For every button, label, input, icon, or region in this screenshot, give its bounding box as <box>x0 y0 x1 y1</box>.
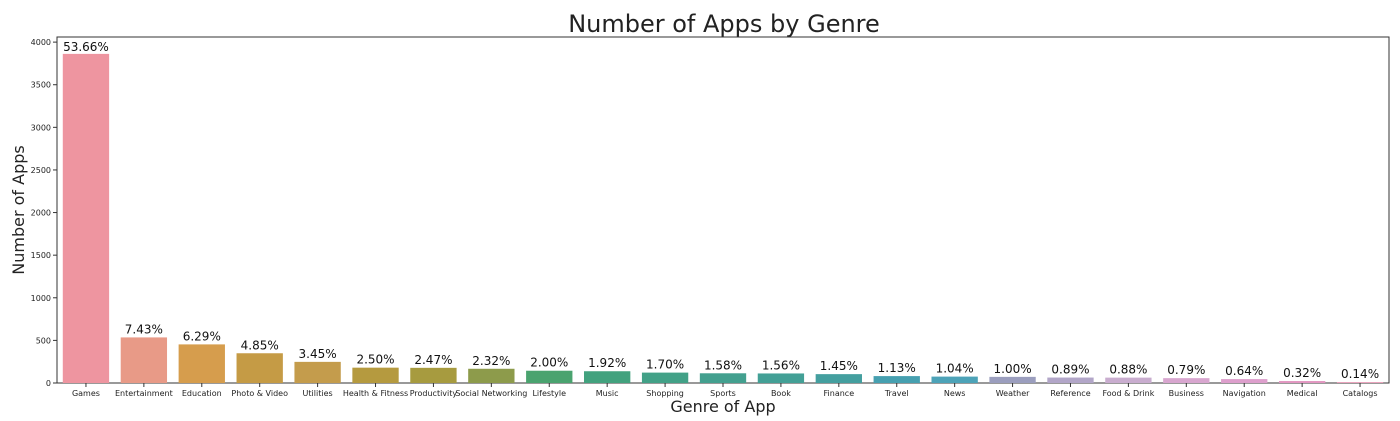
chart-title: Number of Apps by Genre <box>568 10 880 38</box>
x-tick-label: Photo & Video <box>231 389 288 398</box>
x-tick-label: Business <box>1169 389 1204 398</box>
data-label: 0.64% <box>1225 364 1263 378</box>
x-tick-label: Navigation <box>1223 389 1266 398</box>
bar <box>1163 378 1210 383</box>
bar <box>236 353 283 383</box>
data-label: 0.89% <box>1051 363 1089 377</box>
bar <box>294 361 341 383</box>
data-label: 1.58% <box>704 358 742 372</box>
data-label: 1.70% <box>646 358 684 372</box>
x-tick-label: Entertainment <box>115 389 173 398</box>
bar <box>1278 381 1326 383</box>
x-tick-label: Medical <box>1287 389 1318 398</box>
data-label: 1.13% <box>878 361 916 375</box>
bar <box>757 373 805 383</box>
bar <box>931 376 978 383</box>
data-label: 6.29% <box>183 329 221 343</box>
bar <box>699 373 747 383</box>
y-tick-label: 2500 <box>31 166 51 175</box>
x-tick-label: Utilities <box>303 389 333 398</box>
bar <box>178 344 225 383</box>
x-tick-label: Education <box>182 389 222 398</box>
x-axis-label: Genre of App <box>670 397 775 416</box>
data-label: 0.79% <box>1167 363 1205 377</box>
data-label: 7.43% <box>125 322 163 336</box>
y-tick-label: 0 <box>46 379 51 388</box>
data-label: 0.32% <box>1283 366 1321 380</box>
y-tick-label: 1500 <box>31 251 51 260</box>
bar <box>526 370 573 383</box>
bar <box>352 367 399 383</box>
x-tick-label: Travel <box>884 389 909 398</box>
x-tick-label: Sports <box>710 389 736 398</box>
bar <box>62 53 110 383</box>
bar <box>641 372 689 383</box>
bar <box>1105 377 1152 383</box>
x-tick-label: Games <box>72 389 100 398</box>
data-label: 53.66% <box>63 40 109 54</box>
data-label: 1.56% <box>762 358 800 372</box>
bar <box>120 337 168 383</box>
bar <box>1336 382 1384 383</box>
bar <box>1221 379 1268 383</box>
x-tick-label: Shopping <box>646 389 684 398</box>
data-label: 0.14% <box>1341 367 1379 381</box>
y-axis-label: Number of Apps <box>9 145 28 274</box>
x-tick-label: Social Networking <box>455 389 527 398</box>
x-tick-label: Book <box>771 389 791 398</box>
x-tick-label: Finance <box>824 389 855 398</box>
bar <box>468 368 515 383</box>
data-label: 1.45% <box>820 359 858 373</box>
y-tick-label: 3000 <box>31 123 51 132</box>
x-tick-label: Weather <box>996 389 1030 398</box>
y-tick-label: 4000 <box>31 38 51 47</box>
y-tick-label: 2000 <box>31 209 51 218</box>
bar <box>873 376 920 383</box>
data-label: 2.00% <box>530 356 568 370</box>
plot-area: 0 500 1000 1500 2000 2500 3000 3500 4000 Games 53.… <box>31 36 1390 398</box>
data-label: 2.50% <box>356 353 394 367</box>
bar <box>989 376 1036 383</box>
x-tick-label: Health & Fitness <box>343 389 408 398</box>
y-tick-label: 3500 <box>31 81 51 90</box>
bar <box>815 374 862 383</box>
data-label: 3.45% <box>299 347 337 361</box>
x-tick-label: Music <box>596 389 619 398</box>
data-label: 0.88% <box>1109 363 1147 377</box>
data-label: 1.04% <box>936 362 974 376</box>
x-tick-label: Food & Drink <box>1102 389 1154 398</box>
x-tick-label: Productivity <box>410 389 458 398</box>
data-label: 2.47% <box>414 353 452 367</box>
y-tick-label: 500 <box>36 336 51 345</box>
data-label: 2.32% <box>472 354 510 368</box>
x-tick-label: News <box>944 389 966 398</box>
data-label: 1.00% <box>994 362 1032 376</box>
x-tick-label: Reference <box>1050 389 1090 398</box>
bar <box>410 367 457 383</box>
bar <box>1047 377 1094 383</box>
data-label: 1.92% <box>588 356 626 370</box>
x-tick-label: Catalogs <box>1343 389 1378 398</box>
plot-frame <box>56 36 1390 384</box>
y-tick-label: 1000 <box>31 294 51 303</box>
x-tick-label: Lifestyle <box>532 389 566 398</box>
data-label: 4.85% <box>241 338 279 352</box>
bar <box>584 371 631 383</box>
